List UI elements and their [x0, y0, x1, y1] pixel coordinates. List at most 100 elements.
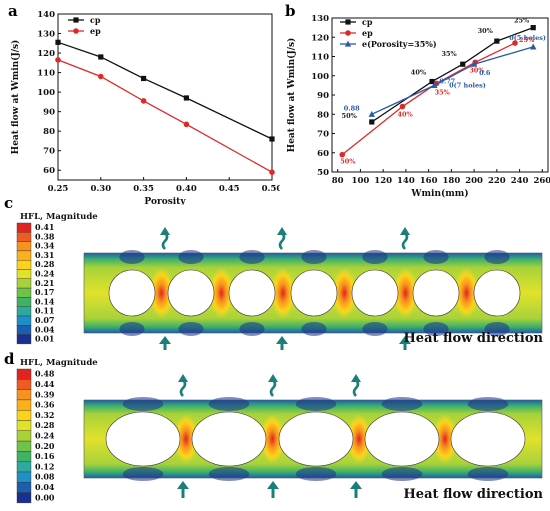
- hot-spot: [433, 414, 457, 464]
- colorbar-label: 0.21: [35, 278, 54, 288]
- colorbar-cell: [16, 389, 32, 401]
- hot-spot: [454, 267, 479, 319]
- series-line-e(Porosity=35%): [371, 46, 534, 115]
- panel-label-d: d: [4, 350, 15, 368]
- data-point: [399, 103, 406, 110]
- legend-marker: [73, 28, 79, 34]
- x-tick-label: 160: [420, 176, 438, 186]
- heat-flow-arrow-out-head: [268, 374, 278, 382]
- contour-lobe: [295, 397, 337, 411]
- contour-lobe: [381, 467, 423, 481]
- x-tick-label: 100: [352, 176, 370, 186]
- y-tick-label: 70: [43, 147, 55, 157]
- legend-entry: cp: [90, 15, 101, 25]
- heat-flow-arrow-in-head: [177, 481, 189, 489]
- contour-lobe: [239, 250, 265, 264]
- colorbar-cell: [16, 297, 32, 307]
- point-label: 40%: [397, 111, 413, 119]
- plot-frame: [57, 13, 273, 181]
- hole: [228, 269, 276, 317]
- heat-flow-arrow-out: [401, 232, 409, 250]
- y-tick-label: 60: [43, 166, 55, 176]
- colorbar-label: 0.04: [35, 482, 55, 492]
- x-tick-label: 140: [397, 176, 415, 186]
- colorbar-label: 0.04: [35, 324, 55, 334]
- heat-flow-arrow-in-head: [399, 336, 411, 344]
- colorbar-label: 0.08: [35, 472, 55, 482]
- hot-spot: [260, 414, 285, 464]
- colorbar-label: 0.16: [35, 451, 55, 461]
- data-point: [269, 169, 275, 175]
- colorbar-label: 0.01: [35, 334, 54, 344]
- hot-spot: [393, 267, 418, 319]
- colorbar-label: 0.20: [35, 441, 55, 451]
- y-tick-label: 120: [311, 33, 329, 43]
- colorbar-cell: [16, 451, 32, 462]
- x-tick-label: 0.35: [133, 184, 154, 194]
- colorbar-label: 0.11: [35, 306, 54, 316]
- contour-lobe: [122, 397, 164, 411]
- contour-lobe: [301, 250, 327, 264]
- hot-spot: [174, 414, 198, 464]
- legend-marker: [345, 30, 351, 36]
- y-tick-label: 90: [317, 91, 329, 101]
- colorbar-title: HFL, Magnitude: [20, 212, 98, 222]
- hole: [364, 411, 440, 467]
- legend-entry: e(Porosity=35%): [362, 39, 437, 49]
- colorbar-label: 0.48: [35, 369, 55, 379]
- colorbar-label: 0.32: [35, 410, 54, 420]
- point-label: 0(7 holes): [449, 81, 486, 89]
- y-tick-label: 60: [317, 149, 329, 159]
- hole: [412, 269, 460, 317]
- contour-lobe: [423, 322, 449, 336]
- x-tick-label: 0.45: [219, 184, 240, 194]
- colorbar-cell: [16, 325, 32, 335]
- colorbar-cell: [16, 492, 32, 504]
- contour-plot-d: HFL, Magnitude0.480.440.390.360.320.280.…: [16, 358, 544, 504]
- colorbar-cell: [16, 241, 32, 252]
- data-point: [55, 39, 61, 45]
- heat-flow-arrow-out-head: [351, 374, 361, 382]
- y-tick-label: 100: [37, 88, 55, 98]
- y-tick-label: 90: [43, 108, 55, 118]
- data-point: [431, 81, 438, 88]
- colorbar-cell: [16, 232, 32, 242]
- hole: [450, 411, 526, 467]
- hole: [290, 269, 338, 317]
- data-point: [98, 54, 104, 60]
- data-point: [494, 38, 500, 44]
- colorbar-label: 0.12: [35, 461, 54, 471]
- y-tick-label: 110: [311, 53, 329, 63]
- colorbar-label: 0.34: [35, 241, 55, 251]
- hole: [105, 411, 181, 467]
- hot-spot: [149, 267, 174, 319]
- point-label: 35%: [442, 50, 458, 58]
- contour-lobe: [467, 467, 509, 481]
- contour-lobe: [122, 467, 164, 481]
- contour-lobe: [178, 250, 204, 264]
- contour-lobe: [301, 322, 327, 336]
- y-tick-label: 80: [317, 110, 329, 120]
- legend-entry: ep: [90, 26, 101, 36]
- colorbar-cell: [16, 306, 32, 317]
- heat-flow-caption: Heat flow direction: [404, 331, 544, 346]
- heat-flow-arrow-out-head: [178, 374, 188, 382]
- heat-flow-arrow-out: [352, 379, 360, 397]
- contour-lobe: [239, 322, 265, 336]
- colorbar-label: 0.39: [35, 389, 55, 399]
- hole: [191, 411, 267, 467]
- x-tick-label: 240: [511, 176, 529, 186]
- data-point: [55, 57, 61, 63]
- data-point: [512, 40, 518, 46]
- colorbar-label: 0.36: [35, 400, 55, 410]
- x-tick-label: 220: [488, 176, 506, 186]
- y-tick-label: 120: [37, 49, 55, 59]
- colorbar-cell: [16, 287, 32, 298]
- data-point: [141, 75, 147, 82]
- data-point: [530, 25, 536, 31]
- contour-lobe: [119, 322, 145, 336]
- heat-flow-arrow-in-head: [267, 481, 279, 489]
- data-point: [98, 73, 104, 80]
- y-tick-label: 100: [311, 72, 329, 82]
- contour-lobe: [381, 397, 423, 411]
